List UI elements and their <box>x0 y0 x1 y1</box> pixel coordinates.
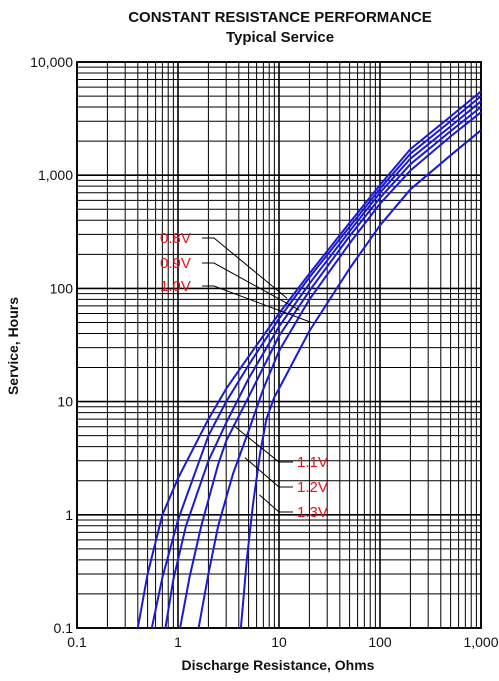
curve-label-1.1V: 1.1V <box>297 454 328 471</box>
curve-0.9V <box>150 95 482 629</box>
plot-frame <box>76 61 482 629</box>
grid <box>76 61 482 629</box>
x-tick-label: 0.1 <box>67 634 87 650</box>
curve-label-1.0V: 1.0V <box>160 278 191 295</box>
curve-label-0.9V: 0.9V <box>160 255 191 272</box>
tick-labels: 0.1 1 10 100 1,000 0.1 1 10 100 1,000 10,000 <box>30 54 499 650</box>
leader-line <box>259 494 293 513</box>
y-tick-label: 0.1 <box>54 620 74 636</box>
chart-subtitle: Typical Service <box>226 29 334 46</box>
curve-1.1V <box>179 106 482 629</box>
leader-line <box>244 457 293 488</box>
curve-label-0.8V: 0.8V <box>160 230 191 247</box>
y-tick-label: 10,000 <box>30 54 73 70</box>
curve-1.3V <box>239 129 482 629</box>
curve-label-1.2V: 1.2V <box>297 479 328 496</box>
curve-1.0V <box>164 100 482 629</box>
leader-line <box>232 424 293 463</box>
curve-0.8V <box>136 90 482 629</box>
x-tick-label: 10 <box>271 634 287 650</box>
leader-line <box>202 237 288 299</box>
y-tick-label: 1,000 <box>38 167 73 183</box>
chart-title: CONSTANT RESISTANCE PERFORMANCE <box>128 9 432 26</box>
x-tick-label: 1 <box>174 634 182 650</box>
y-tick-label: 10 <box>57 394 73 410</box>
leader-line <box>202 262 300 311</box>
curves <box>136 90 482 629</box>
curve-labels: 0.8V 0.9V 1.0V 1.1V 1.2V 1.3V <box>160 230 328 521</box>
y-tick-label: 1 <box>65 507 73 523</box>
leader-line <box>202 285 312 323</box>
y-tick-label: 100 <box>50 280 74 296</box>
curve-label-1.3V: 1.3V <box>297 504 328 521</box>
y-axis-label: Service, Hours <box>5 297 21 395</box>
x-axis-label: Discharge Resistance, Ohms <box>182 657 375 673</box>
curve-1.2V <box>197 111 482 629</box>
x-tick-label: 1,000 <box>463 634 498 650</box>
x-tick-label: 100 <box>368 634 392 650</box>
